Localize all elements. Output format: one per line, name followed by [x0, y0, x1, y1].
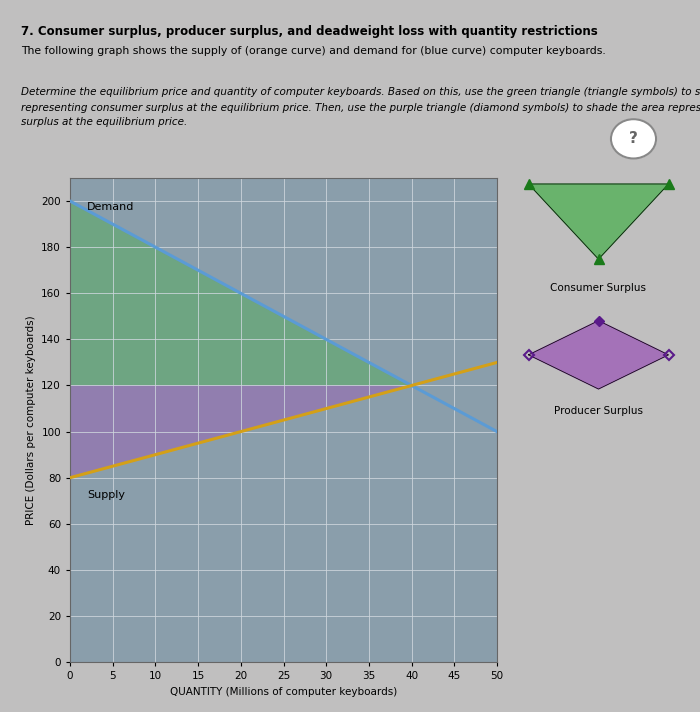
Text: surplus at the equilibrium price.: surplus at the equilibrium price. [21, 117, 188, 127]
Text: Supply: Supply [87, 491, 125, 501]
Text: ?: ? [629, 131, 638, 147]
Text: representing consumer surplus at the equilibrium price. Then, use the purple tri: representing consumer surplus at the equ… [21, 103, 700, 112]
Polygon shape [70, 201, 412, 385]
X-axis label: QUANTITY (Millions of computer keyboards): QUANTITY (Millions of computer keyboards… [170, 687, 397, 697]
Circle shape [611, 119, 656, 159]
Text: The following graph shows the supply of (orange curve) and demand for (blue curv: The following graph shows the supply of … [21, 46, 606, 56]
Y-axis label: PRICE (Dollars per computer keyboards): PRICE (Dollars per computer keyboards) [26, 315, 36, 525]
Text: Demand: Demand [87, 202, 134, 212]
Polygon shape [528, 184, 668, 259]
Text: Producer Surplus: Producer Surplus [554, 406, 643, 416]
Text: Consumer Surplus: Consumer Surplus [550, 283, 647, 293]
Text: 7. Consumer surplus, producer surplus, and deadweight loss with quantity restric: 7. Consumer surplus, producer surplus, a… [21, 25, 598, 38]
Polygon shape [528, 320, 668, 389]
Text: Determine the equilibrium price and quantity of computer keyboards. Based on thi: Determine the equilibrium price and quan… [21, 87, 700, 97]
Polygon shape [70, 385, 412, 478]
